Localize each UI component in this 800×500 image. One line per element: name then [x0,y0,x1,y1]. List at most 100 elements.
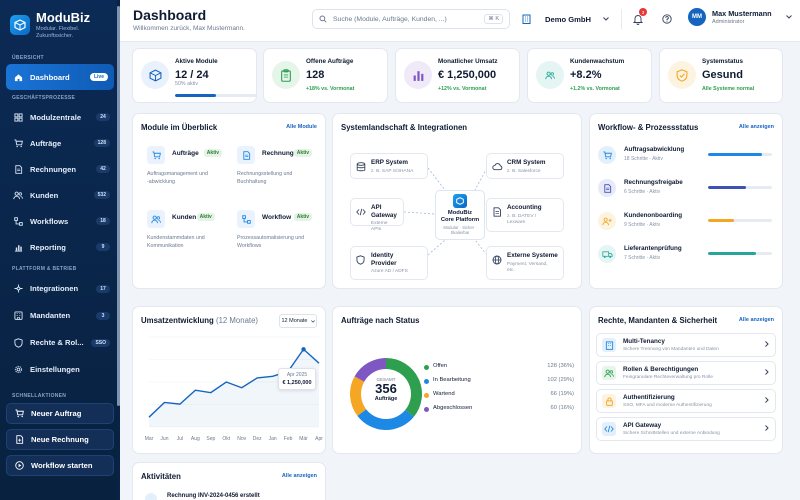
donut-slice-in-bearbeitung[interactable] [357,409,414,430]
notifications-button[interactable]: 3 [629,8,647,28]
kpi-label: Offene Aufträge [306,58,354,65]
cloud-icon [492,162,503,172]
search-input[interactable]: Suche (Module, Aufträge, Kunden, ...) ⌘ … [312,9,510,29]
kpi-card-2[interactable]: Monatlicher Umsatz € 1,250,000 +12% vs. … [395,48,520,103]
building-icon [602,338,616,352]
sidebar-item-count: 9 [96,243,110,252]
all-modules-link[interactable]: Alle Module [286,124,317,130]
help-icon [662,14,672,24]
security-description: SSO, MFA und moderne Authentifizierung [623,403,712,408]
kpi-label: Aktive Module [175,58,218,65]
workflow-item-3[interactable]: Lieferantenprüfung 7 Schritte · Aktiv [598,243,773,269]
security-all-link[interactable]: Alle anzeigen [738,317,774,323]
module-tile-2[interactable]: Kunden Aktiv Kundenstammdaten und Kommuni… [147,210,237,270]
kpi-card-3[interactable]: Kundenwachstum +8.2% +1.2% vs. Vormonat [527,48,652,103]
module-description: Kundenstammdaten und Kommunikation [147,235,205,249]
users-icon [602,366,616,380]
quick-action-1[interactable]: Neue Rechnung [6,429,114,451]
workflow-title: Lieferantenprüfung [624,245,682,252]
x-tick-label: Nov [237,436,246,442]
sidebar-item-1[interactable]: Mandanten 3 [0,302,120,329]
kpi-value: € 1,250,000 [438,69,497,81]
sidebar-scrollbar-thumb[interactable] [117,6,120,406]
module-description: Auftragsmanagement und -abwicklung [147,171,208,185]
kpi-card-1[interactable]: Offene Aufträge 128 +18% vs. Vormonat [263,48,388,103]
module-tile-1[interactable]: Rechnung Aktiv Rechnungsstellung und Buch… [237,146,327,206]
code-icon [602,422,616,436]
module-description: Prozessautomatisierung und Workflows [237,235,305,249]
brand-logo [10,14,30,35]
security-item-1[interactable]: Rollen & Berechtigungen Feingranulare Re… [596,361,776,385]
sidebar-item-2[interactable]: Rechte & Rol... SSO [0,329,120,356]
sidebar-item-label: Aufträge [30,138,62,148]
activity-icon [145,493,157,500]
legend-label: Offen [433,363,448,369]
security-item-3[interactable]: API Gateway Sichere Schnittstellen und e… [596,417,776,441]
security-title: Multi-Tenancy [623,338,665,345]
workflow-all-link[interactable]: Alle anzeigen [738,124,774,130]
sidebar-item-label: Mandanten [30,311,71,321]
status-badge: Aktiv [293,213,313,221]
tenant-icon [13,311,23,321]
sidebar-item-kunden[interactable]: Kunden 532 [0,182,120,208]
brand-name: ModuBiz [36,10,91,25]
kpi-value: +8.2% [570,69,602,81]
sidebar-item-rechnungen[interactable]: Rechnungen 42 [0,156,120,182]
security-description: Feingranulare Rechteverwaltung pro Rolle [623,375,713,380]
bell-icon [633,14,643,25]
cart-icon [598,146,616,164]
security-title: Rollen & Berechtigungen [623,366,699,373]
donut-total-value: 356 [375,381,397,396]
activity-item[interactable]: Rechnung INV-2024-0456 erstellt [167,493,260,499]
integration-node-0[interactable]: ERP System z. B. SAP S/4HANA [350,153,428,179]
legend-label: Wartend [433,391,455,397]
card-title: Aufträge nach Status [341,316,420,325]
help-button[interactable] [658,10,676,28]
integration-node-1[interactable]: CRM System z. B. Salesforce [486,153,564,179]
sidebar-item-count: 18 [96,217,110,226]
sidebar-item-label: Rechnungen [30,164,76,174]
kpi-progress-bar [175,94,257,97]
sidebar-item-reporting[interactable]: Reporting 9 [0,234,120,260]
donut-slice-wartend[interactable] [350,376,367,416]
sidebar-item-label: Reporting [30,242,66,252]
legend-dot [424,393,429,398]
kpi-card-4[interactable]: Systemstatus Gesund Alle Systeme normal [659,48,783,103]
kpi-card-0[interactable]: Aktive Module 12 / 24 50% aktiv [132,48,257,103]
integration-node-4[interactable]: Identity Provider Azure AD / ADFS [350,246,428,280]
truck-icon [598,245,616,263]
integration-node-5[interactable]: Externe Systeme Payment, Versand, etc. [486,246,564,280]
chevron-down-icon [785,15,792,19]
security-item-0[interactable]: Multi-Tenancy Sichere Trennung von Manda… [596,333,776,357]
donut-slice-abgeschlossen[interactable] [354,358,386,382]
workflow-item-0[interactable]: Auftragsabwicklung 18 Schritte · Aktiv [598,144,773,170]
user-menu[interactable]: MM Max Mustermann Administrator [688,8,792,26]
node-title: Identity Provider [371,252,397,267]
sidebar-item-modulzentrale[interactable]: Modulzentrale 24 [0,104,120,130]
kpi-sub: 50% aktiv [175,81,198,87]
legend-label: Abgeschlossen [433,405,473,411]
workflow-item-1[interactable]: Rechnungsfreigabe 6 Schritte · Aktiv [598,177,773,203]
sidebar-item-workflows[interactable]: Workflows 18 [0,208,120,234]
period-dropdown[interactable]: 12 Monate [279,314,317,328]
section-overview-label: ÜBERSICHT [12,55,44,62]
module-tile-0[interactable]: Aufträge Aktiv Auftragsmanagement und -ab… [147,146,237,206]
quick-action-0[interactable]: Neuer Auftrag [6,403,114,425]
integration-node-3[interactable]: Accounting z. B. DATEV / Lexware [486,198,564,232]
sidebar-item-dashboard[interactable]: Dashboard Live [6,64,114,91]
sidebar-item-aufträge[interactable]: Aufträge 128 [0,130,120,156]
security-item-2[interactable]: Authentifizierung SSO, MFA und moderne A… [596,389,776,413]
core-platform-node[interactable]: ModuBiz Core Platform Modular · Sicher · S… [435,190,485,240]
integration-node-2[interactable]: API Gateway Externe APIs [350,198,404,232]
workflow-item-2[interactable]: Kundenonboarding 9 Schritte · Aktiv [598,210,773,236]
security-title: Authentifizierung [623,394,675,401]
donut-slice-offen[interactable] [386,358,422,417]
module-tile-3[interactable]: Workflow Aktiv Prozessautomatisierung un… [237,210,327,270]
activities-all-link[interactable]: Alle anzeigen [281,473,317,479]
company-selector[interactable]: Demo GmbH [522,9,622,29]
sidebar-item-3[interactable]: Einstellungen [0,356,120,383]
sidebar-item-0[interactable]: Integrationen 17 [0,275,120,302]
legend-dot [424,407,429,412]
quick-action-2[interactable]: Workflow starten [6,455,114,477]
brand[interactable]: ModuBiz Modular. Flexibel. Zukunftssicher… [0,0,120,45]
